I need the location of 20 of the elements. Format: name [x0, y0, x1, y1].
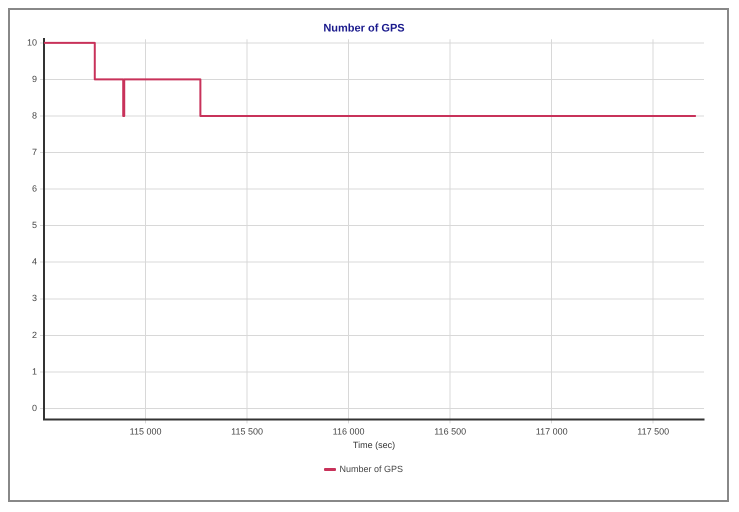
y-tick-label: 6: [32, 184, 38, 194]
y-tick-label: 7: [32, 147, 38, 158]
y-tick-label: 8: [32, 110, 38, 120]
x-axis-title: Time (sec): [352, 440, 396, 450]
x-tick-label: 117 500: [637, 426, 670, 436]
x-tick-label: 116 500: [434, 426, 466, 436]
y-tick-label: 5: [32, 220, 38, 230]
x-tick-label: 115 500: [231, 426, 264, 436]
legend-label: Number of GPS: [339, 464, 404, 474]
x-tick-label: 115 000: [130, 426, 162, 436]
y-tick-label: 3: [32, 293, 38, 304]
y-tick-label: 4: [32, 256, 38, 267]
y-tick-label: 9: [32, 74, 38, 84]
chart-title: Number of GPS: [323, 22, 405, 35]
y-tick-label: 1: [32, 366, 38, 376]
y-tick-label: 2: [32, 330, 38, 340]
y-tick-label: 0: [32, 402, 38, 413]
x-tick-label: 116 000: [332, 426, 365, 436]
y-tick-label: 10: [26, 37, 38, 48]
x-tick-label: 117 000: [536, 426, 568, 436]
